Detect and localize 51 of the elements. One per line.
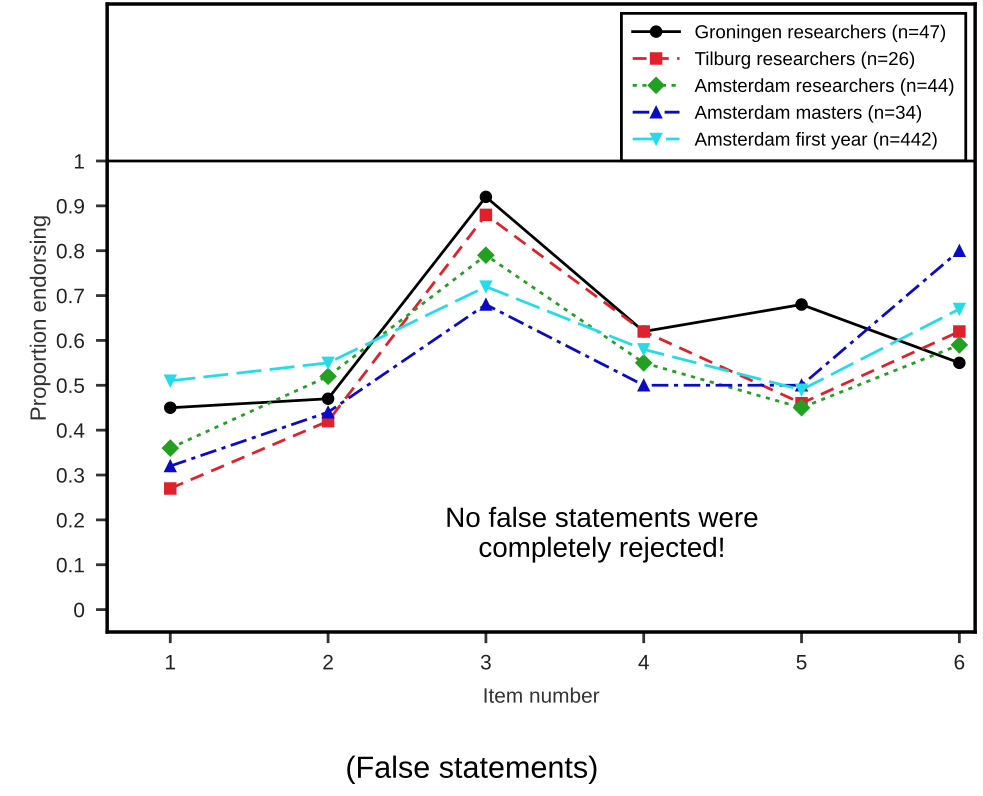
x-tick-label: 4 [638,655,649,670]
point [477,246,494,264]
x-tick-label: 6 [954,654,964,670]
y-tick-label: 0.8 [56,244,84,258]
text: (False statements) [347,756,596,784]
point [635,354,652,372]
point [792,399,810,416]
y-tick-label: 1 [74,154,84,169]
y-tick-label: 0.6 [56,333,84,348]
point [164,401,177,414]
point [953,302,966,316]
point [320,368,337,385]
y-tick-label: 0.5 [56,378,84,394]
y-tick-label: 0.7 [56,288,84,304]
point [480,190,492,204]
y-axis-title: Proportion endorsing [30,216,50,420]
point [795,298,808,311]
x-tick-label: 3 [480,654,491,670]
point [950,336,968,354]
y-tick-label: 0.9 [56,198,84,214]
legend-label: Amsterdam first year (n=442) [694,132,937,150]
point [322,356,334,370]
y-tick-label: 0.4 [56,423,84,438]
legend-label: Groningen researchers (n=47) [695,24,946,42]
y-tick-label: 0.3 [56,468,84,483]
x-tick-label: 2 [323,654,333,670]
point [162,440,179,457]
x-axis-title: Item number [484,688,600,703]
y-tick-label: 0.1 [56,558,84,572]
point [480,298,492,311]
annotation: No false statements were completely rejected! [447,506,758,563]
point [637,343,650,356]
point [164,374,177,388]
point [953,244,966,257]
legend-label: Amsterdam masters (n=34) [694,105,922,123]
y-tick-label: 0.2 [56,512,84,528]
point [322,406,334,418]
point [322,392,334,405]
point [637,379,650,392]
x-tick-label: 5 [796,655,806,670]
point [164,482,177,495]
y-tick-label: 0 [74,602,84,618]
point [953,356,966,370]
x-tick-label: 1 [166,655,176,670]
point [795,384,808,396]
legend-label: Tilburg researchers (n=26) [694,51,914,69]
point [953,325,966,338]
point [480,208,492,222]
legend-label: Amsterdam researchers (n=44) [694,78,954,96]
point [480,280,492,293]
point [164,460,177,472]
